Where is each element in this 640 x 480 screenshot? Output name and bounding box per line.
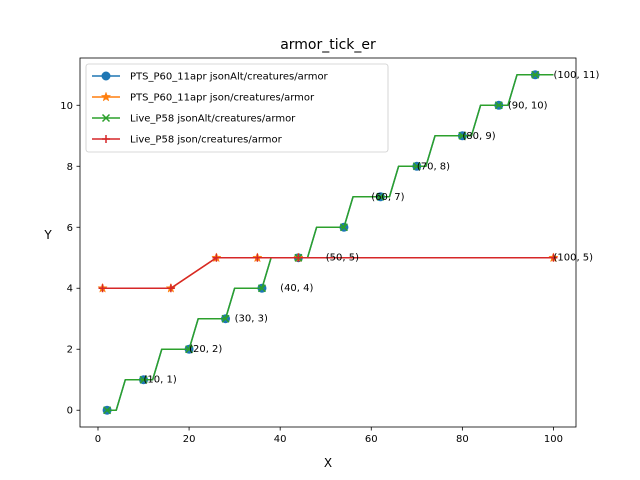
- legend: PTS_P60_11apr jsonAlt/creatures/armor PTS…: [85, 63, 389, 153]
- series-line: [107, 74, 554, 411]
- plot-area: [97, 70, 559, 415]
- y-tick-label: 4: [67, 284, 73, 295]
- data-point: [212, 253, 221, 262]
- data-label: (40, 4): [280, 283, 313, 294]
- legend-box: [85, 63, 389, 153]
- annotations: (10, 1) (20, 2) (30, 3) (40, 4) (50, 5) (60, …: [144, 70, 600, 386]
- legend-marker: [101, 71, 111, 81]
- data-point: [103, 406, 112, 415]
- series-4: [98, 253, 558, 293]
- y-tick-label: 6: [67, 223, 73, 234]
- data-point: [98, 284, 107, 293]
- data-label: (60, 7): [371, 192, 404, 203]
- x-tick-label: 80: [456, 434, 469, 445]
- data-label: (100, 5): [553, 253, 593, 264]
- y-tick-label: 2: [67, 345, 73, 356]
- data-label: (50, 5): [326, 253, 359, 264]
- y-tick-label: 10: [60, 101, 73, 112]
- series-line: [102, 257, 554, 289]
- x-tick-label: 0: [95, 434, 101, 445]
- data-point: [253, 253, 262, 262]
- data-point: [294, 253, 303, 262]
- series-3: [103, 70, 554, 415]
- chart-title: armor_tick_er: [280, 37, 376, 53]
- data-label: (10, 1): [144, 375, 177, 386]
- data-label: (100, 11): [553, 70, 599, 81]
- data-label: (80, 9): [462, 131, 495, 142]
- data-label: (70, 8): [417, 161, 450, 172]
- data-point: [376, 192, 385, 201]
- legend-label: Live_P58 jsonAlt/creatures/armor: [130, 114, 296, 125]
- legend-entry: Live_P58 json/creatures/armor: [92, 135, 283, 146]
- data-point: [139, 375, 148, 384]
- x-tick-label: 20: [183, 434, 196, 445]
- data-point: [458, 131, 467, 140]
- data-label: (20, 2): [189, 344, 222, 355]
- y-tick-label: 8: [67, 162, 73, 173]
- x-tick-label: 100: [544, 434, 563, 445]
- axes-frame: [79, 57, 577, 428]
- legend-label: Live_P58 json/creatures/armor: [130, 135, 283, 146]
- legend-label: PTS_P60_11apr json/creatures/armor: [130, 93, 315, 104]
- data-point: [185, 345, 194, 354]
- legend-marker: [101, 113, 111, 123]
- y-axis-label: Y: [43, 228, 52, 242]
- legend-marker: [102, 135, 110, 143]
- legend-entry: PTS_P60_11apr jsonAlt/creatures/armor: [92, 71, 329, 83]
- data-label: (30, 3): [235, 314, 268, 325]
- data-point: [257, 284, 266, 293]
- data-point: [494, 101, 503, 110]
- x-tick-label: 40: [274, 434, 287, 445]
- data-point: [412, 162, 421, 171]
- axis-ticks: 0 20 40 60 80 100 0 2 4 6 8 10: [60, 101, 563, 445]
- data-point: [531, 70, 540, 79]
- legend-marker: [100, 91, 112, 102]
- y-tick-label: 0: [67, 406, 73, 417]
- legend-label: PTS_P60_11apr jsonAlt/creatures/armor: [130, 72, 329, 83]
- data-label: (90, 10): [508, 100, 548, 111]
- data-point: [549, 253, 558, 262]
- data-point: [166, 284, 175, 293]
- legend-entry: PTS_P60_11apr json/creatures/armor: [92, 91, 315, 104]
- data-point: [221, 314, 230, 323]
- x-axis-label: X: [324, 456, 332, 470]
- data-point: [339, 223, 348, 232]
- x-tick-label: 60: [365, 434, 378, 445]
- legend-entry: Live_P58 jsonAlt/creatures/armor: [92, 114, 296, 125]
